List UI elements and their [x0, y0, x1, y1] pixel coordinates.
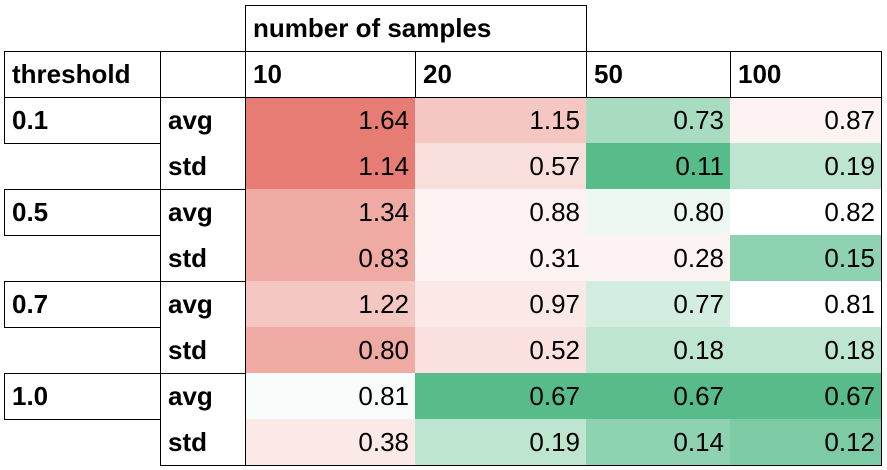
grid-line — [4, 281, 5, 327]
heatmap-cell: 0.15 — [730, 235, 881, 281]
heatmap-cell: 0.97 — [415, 281, 586, 327]
heatmap-cell: 0.31 — [415, 235, 586, 281]
heatmap-cell: 0.80 — [245, 327, 415, 373]
stat-label: std — [168, 427, 207, 457]
heatmap-cell: 0.67 — [586, 373, 730, 419]
heatmap-cell: 0.77 — [586, 281, 730, 327]
heatmap-cell: 0.12 — [730, 419, 881, 465]
heatmap-cell: 0.28 — [586, 235, 730, 281]
grid-line — [730, 51, 731, 97]
grid-line — [586, 5, 587, 51]
column-header: 100 — [738, 59, 782, 89]
threshold-label: 0.1 — [12, 105, 49, 135]
heatmap-cell: 1.22 — [245, 281, 415, 327]
stat-label: std — [168, 335, 207, 365]
heatmap-cell: 0.80 — [586, 189, 730, 235]
stat-label: std — [168, 243, 207, 273]
heatmap-cell: 0.88 — [415, 189, 586, 235]
stat-label: avg — [168, 105, 213, 135]
grid-line — [245, 5, 246, 465]
grid-line — [4, 51, 5, 97]
stat-label: avg — [168, 289, 213, 319]
heatmap-cell: 1.34 — [245, 189, 415, 235]
grid-line — [245, 5, 587, 6]
heatmap-cell: 1.64 — [245, 97, 415, 143]
column-header: 50 — [594, 59, 623, 89]
grid-line — [881, 51, 882, 465]
heatmap-cell: 0.57 — [415, 143, 586, 189]
grid-line — [4, 327, 160, 328]
grid-line — [160, 465, 882, 466]
heatmap-cell: 0.82 — [730, 189, 881, 235]
stat-label: avg — [168, 381, 213, 411]
heatmap-cell: 0.81 — [730, 281, 881, 327]
heatmap-cell: 0.11 — [586, 143, 730, 189]
heatmap-cell: 0.19 — [730, 143, 881, 189]
grid-line — [160, 51, 161, 97]
heatmap-cell: 1.15 — [415, 97, 586, 143]
threshold-label: 0.5 — [12, 197, 49, 227]
grid-line — [4, 97, 882, 98]
grid-line — [4, 373, 245, 374]
heatmap-cell: 0.73 — [586, 97, 730, 143]
heatmap-cell: 0.67 — [730, 373, 881, 419]
stat-label: avg — [168, 197, 213, 227]
heatmap-cell: 1.14 — [245, 143, 415, 189]
heatmap-cell: 0.18 — [586, 327, 730, 373]
heatmap-cell: 0.52 — [415, 327, 586, 373]
threshold-label: 1.0 — [12, 381, 49, 411]
grid-line — [4, 235, 160, 236]
heatmap-cell: 0.14 — [586, 419, 730, 465]
heatmap-cell: 0.38 — [245, 419, 415, 465]
stat-label: std — [168, 151, 207, 181]
grid-line — [586, 51, 587, 97]
heatmap-cell: 0.83 — [245, 235, 415, 281]
heatmap-cell: 0.18 — [730, 327, 881, 373]
grid-line — [4, 189, 5, 235]
heatmap-cell: 0.87 — [730, 97, 881, 143]
grid-line — [4, 97, 5, 143]
grid-line — [4, 373, 5, 419]
heatmap-cell: 0.67 — [415, 373, 586, 419]
heatmap-cell: 0.81 — [245, 373, 415, 419]
grid-line — [4, 281, 245, 282]
column-header: 10 — [253, 59, 282, 89]
grid-line — [4, 143, 160, 144]
grid-line — [4, 51, 882, 52]
threshold-label: 0.7 — [12, 289, 49, 319]
grid-line — [415, 51, 416, 97]
heatmap-cell: 0.19 — [415, 419, 586, 465]
grid-line — [4, 419, 160, 420]
column-header: 20 — [423, 59, 452, 89]
column-group-header: number of samples — [253, 13, 492, 43]
row-header: threshold — [12, 59, 131, 89]
grid-line — [4, 189, 245, 190]
